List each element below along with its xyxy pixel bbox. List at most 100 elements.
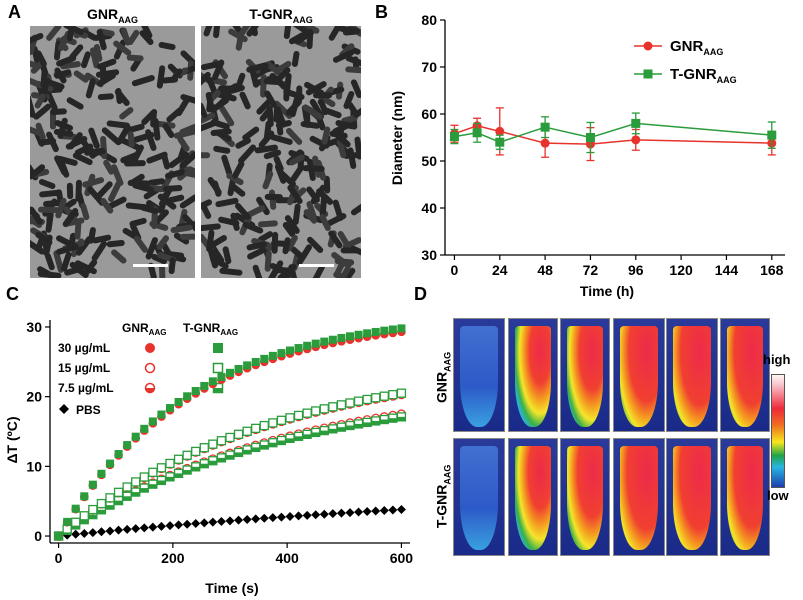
b-y-tick-label: 60 [421,106,437,122]
tem-nanorod [203,26,214,37]
c-data-point [302,408,312,418]
c-data-point [345,508,355,518]
c-data-point [371,506,381,516]
tem-nanorod [93,44,103,62]
thermal-tube [508,438,558,556]
c-data-point [71,529,81,539]
tem-nanorod [80,139,96,159]
c-data-point [208,439,218,449]
tem-nanorod [167,194,185,204]
c-data-point [397,324,406,333]
tem-nanorod [111,249,127,264]
tem-nanorod [264,193,283,201]
c-data-point [165,458,175,469]
tem-nanorod [277,67,291,81]
tem-nanorod [265,61,282,76]
c-data-point [122,524,132,534]
tem-nanorod [353,105,361,118]
tem-nanorod [274,163,287,184]
tem-nanorod [88,127,100,149]
c-data-point-fill [148,484,157,489]
tem-nanorod [219,267,243,276]
c-data-point [183,392,192,401]
tube-heat [726,325,764,427]
c-data-point [199,518,209,528]
tem-nanorod [288,154,305,166]
b-data-point [631,118,641,128]
tem-nanorod [214,129,232,142]
tem-nanorod [345,66,361,74]
tem-nanorods-gnr [30,26,195,278]
tem-nanorod [122,227,138,240]
panel-letter-b: B [375,2,388,22]
c-data-point-fill [328,428,337,433]
c-data-point [294,511,304,521]
c-data-point [311,406,321,416]
tem-nanorod [341,114,358,124]
c-data-point-fill [166,476,174,481]
tem-nanorod [158,41,176,51]
tem-nanorod [350,79,361,99]
c-data-point [362,507,372,517]
c-x-tick-label: 400 [275,550,299,566]
c-data-point-fill [114,500,123,505]
tem-nanorod [62,207,79,228]
c-data-point [328,335,337,344]
tem-nanorod [282,222,296,237]
tem-nanorod [273,76,288,90]
tem-nanorod [328,26,343,41]
c-data-point [105,493,115,503]
c-legend-15: 15 µg/mL [58,361,110,375]
tem-nanorod [350,201,361,216]
tem-nanorod [164,169,186,179]
c-data-point [226,368,234,377]
tem-nanorod [56,155,78,166]
tem-nanorod [162,123,175,138]
b-y-tick-label: 40 [421,200,437,216]
tem-nanorod [139,30,154,45]
c-data-point [157,410,166,419]
c-data-point [242,515,252,525]
c-data-point [371,393,381,403]
b-x-tick-label: 168 [760,262,784,278]
c-data-point [106,459,114,468]
tem-nanorod [332,49,355,63]
c-data-point-fill [123,496,132,501]
tem-nanorod [37,138,57,146]
b-data-point [540,122,550,132]
tem-nanorod [113,40,132,56]
tem-nanorod [209,97,230,113]
tem-nanorod [321,107,342,119]
c-data-point [234,364,243,373]
c-data-point [131,524,141,534]
thermal-tube [508,318,558,432]
tem-nanorods-tgnr [201,26,361,278]
c-data-point [396,388,407,398]
thermal-images [450,318,800,558]
tem-nanorod [37,266,54,278]
c-data-point-fill [140,488,149,493]
tem-nanorod [252,264,265,278]
tem-nanorod [103,159,115,175]
tem-nanorod [179,233,195,240]
tem-nanorod [30,206,43,225]
c-data-point [293,410,304,421]
thermal-tube [560,438,610,556]
c-data-point [97,469,106,478]
c-data-point-fill [303,434,312,439]
c-data-point [174,397,183,406]
tem-nanorod [213,145,231,154]
c-data-point-fill [251,447,260,452]
c-data-point-fill [131,492,140,497]
tem-nanorod [284,215,300,234]
c-data-point [379,506,389,516]
b-data-point [472,128,482,138]
tem-left-title: GNRAAG [86,6,139,25]
b-data-point [631,135,641,145]
tem-nanorod [237,26,252,39]
tem-nanorod [91,240,107,262]
tem-nanorod [30,239,45,255]
thermal-tube [453,318,505,432]
thermal-row1-label: GNRAAG [433,351,453,403]
c-data-point [71,517,81,527]
